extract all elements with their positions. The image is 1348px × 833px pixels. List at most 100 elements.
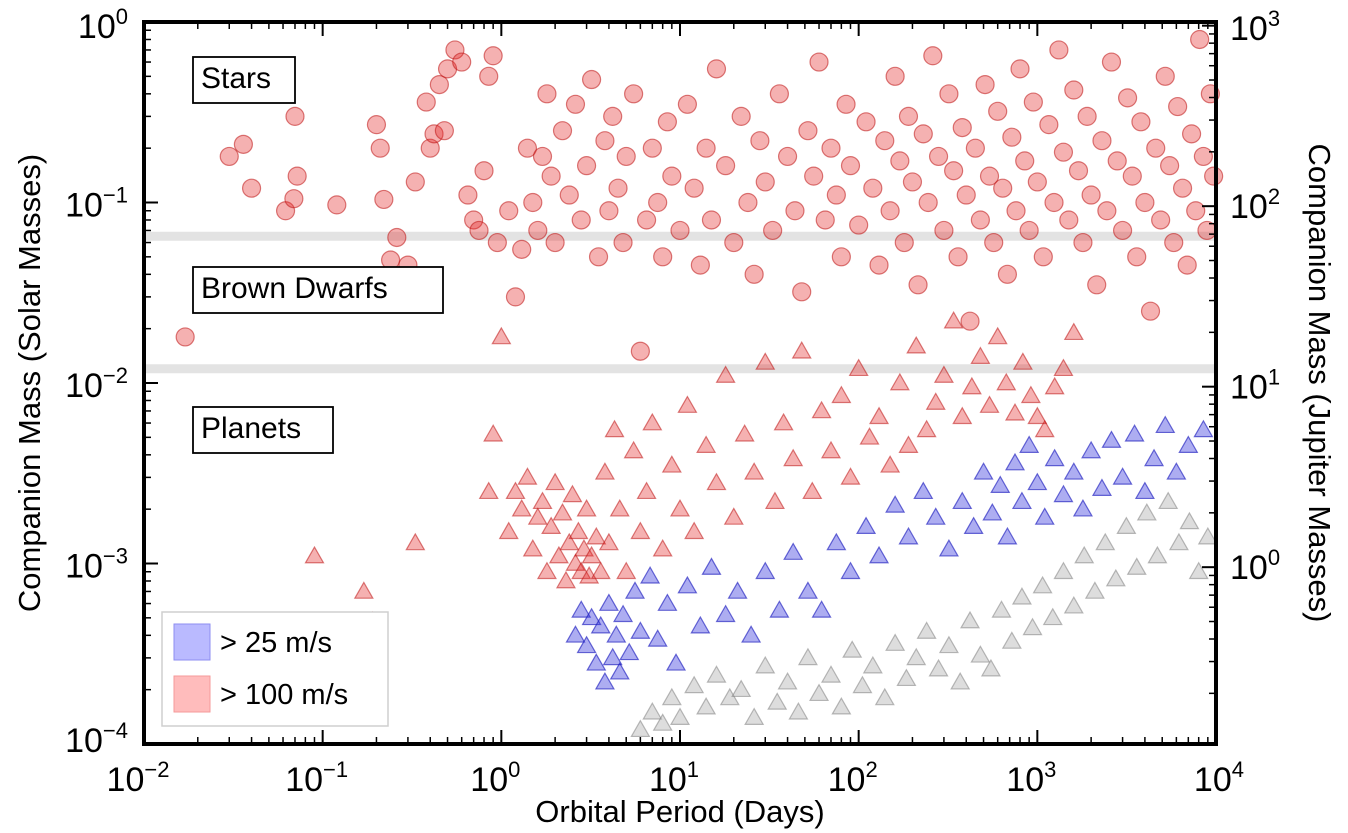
point-stars-32 [505, 287, 526, 307]
point-planets-100-m-s-14 [536, 561, 557, 580]
point-planets-100-m-s-10 [517, 467, 538, 485]
point-planets-100-m-s-50 [744, 462, 765, 480]
point-planets-below-threshold-48 [1147, 545, 1168, 564]
point-planets-below-threshold-27 [928, 658, 949, 677]
point-stars-80 [792, 282, 812, 302]
point-planets-100-m-s-44 [684, 521, 705, 540]
point-planets-25-m-s-61 [1155, 415, 1176, 434]
point-planets-25-m-s-57 [1112, 467, 1133, 485]
point-stars-94 [875, 131, 895, 151]
point-planets-25-m-s-11 [613, 604, 634, 623]
point-stars-87 [831, 247, 851, 267]
point-stars-159 [1181, 124, 1202, 144]
point-stars-109 [948, 247, 968, 267]
point-planets-below-threshold-42 [1084, 581, 1105, 599]
point-stars-141 [1097, 201, 1117, 221]
x-tick-label-2: 100 [470, 757, 520, 799]
point-planets-below-threshold-9 [731, 679, 752, 698]
point-planets-100-m-s-26 [576, 498, 597, 517]
legend-label-25: > 25 m/s [220, 627, 332, 659]
point-planets-100-m-s-47 [715, 365, 736, 383]
legend-swatch-25 [173, 623, 211, 661]
point-stars-128 [1033, 247, 1053, 267]
point-stars-129 [1039, 115, 1059, 135]
y-tick-label-1: 10−3 [65, 544, 128, 586]
point-stars-81 [798, 121, 818, 141]
point-stars-118 [988, 101, 1008, 121]
point-planets-100-m-s-33 [604, 419, 625, 438]
point-planets-below-threshold-46 [1126, 557, 1147, 575]
point-planets-below-threshold-31 [970, 645, 991, 663]
point-stars-161 [1190, 29, 1210, 50]
point-planets-100-m-s-1 [353, 581, 374, 599]
point-stars-24 [458, 185, 478, 205]
y-tick-label-0: 10−4 [65, 718, 128, 760]
point-stars-77 [769, 84, 789, 104]
point-stars-72 [738, 192, 758, 213]
point-stars-69 [716, 156, 736, 176]
y2-tick-label-3: 103 [1230, 6, 1280, 48]
point-planets-100-m-s-52 [764, 491, 785, 510]
point-planets-25-m-s-18 [665, 653, 687, 671]
point-planets-100-m-s-37 [630, 521, 651, 540]
point-stars-111 [956, 185, 976, 205]
y-tick-label-3: 10−1 [65, 183, 128, 225]
point-planets-below-threshold-7 [706, 665, 727, 683]
point-stars-83 [809, 52, 829, 72]
point-planets-25-m-s-16 [647, 629, 668, 647]
point-stars-155 [1164, 232, 1184, 253]
point-planets-25-m-s-9 [606, 625, 627, 643]
point-stars-125 [1019, 220, 1039, 241]
point-planets-100-m-s-55 [791, 341, 812, 359]
point-stars-114 [970, 210, 990, 230]
point-planets-below-threshold-14 [788, 702, 809, 720]
point-planets-25-m-s-24 [741, 625, 762, 643]
point-planets-below-threshold-50 [1168, 532, 1189, 551]
point-stars-20 [434, 121, 454, 141]
point-stars-70 [724, 232, 744, 253]
point-planets-below-threshold-26 [916, 621, 937, 639]
point-planets-100-m-s-67 [906, 335, 927, 354]
point-planets-100-m-s-22 [565, 553, 586, 571]
point-planets-below-threshold-5 [684, 675, 705, 694]
point-planets-25-m-s-28 [797, 581, 818, 599]
point-planets-25-m-s-30 [826, 532, 847, 551]
point-planets-100-m-s-0 [304, 545, 325, 564]
point-stars-5 [284, 189, 304, 209]
point-planets-100-m-s-36 [623, 440, 644, 459]
point-planets-25-m-s-41 [973, 462, 994, 480]
point-stars-142 [1101, 52, 1122, 72]
point-planets-25-m-s-59 [1134, 481, 1155, 500]
point-planets-25-m-s-2 [576, 635, 597, 654]
point-planets-25-m-s-43 [990, 475, 1011, 493]
point-stars-25 [464, 210, 484, 230]
point-stars-23 [452, 52, 472, 72]
point-stars-45 [576, 156, 597, 176]
legend: > 25 m/s > 100 m/s [161, 611, 389, 727]
point-planets-100-m-s-49 [734, 424, 755, 442]
point-stars-122 [1006, 201, 1026, 221]
point-stars-0 [175, 327, 195, 347]
point-planets-100-m-s-45 [696, 435, 717, 453]
point-planets-25-m-s-3 [581, 607, 602, 626]
point-planets-below-threshold-11 [755, 655, 776, 674]
point-planets-25-m-s-22 [715, 604, 736, 623]
point-stars-115 [975, 74, 995, 95]
point-planets-100-m-s-41 [661, 455, 682, 473]
point-stars-86 [826, 185, 846, 205]
x-tick-label-0: 10−2 [107, 757, 170, 799]
point-planets-100-m-s-79 [1012, 352, 1033, 370]
point-stars-48 [595, 131, 615, 151]
point-planets-25-m-s-4 [586, 653, 607, 671]
point-planets-25-m-s-44 [997, 526, 1018, 545]
point-planets-100-m-s-56 [802, 481, 823, 500]
point-stars-64 [684, 178, 704, 198]
point-planets-below-threshold-49 [1158, 491, 1179, 510]
point-planets-100-m-s-15 [541, 516, 562, 535]
point-planets-100-m-s-66 [898, 435, 919, 453]
point-stars-116 [979, 166, 1000, 186]
point-stars-121 [1002, 127, 1022, 147]
point-planets-100-m-s-20 [559, 532, 580, 551]
x-tick-label-5: 103 [1006, 757, 1056, 799]
